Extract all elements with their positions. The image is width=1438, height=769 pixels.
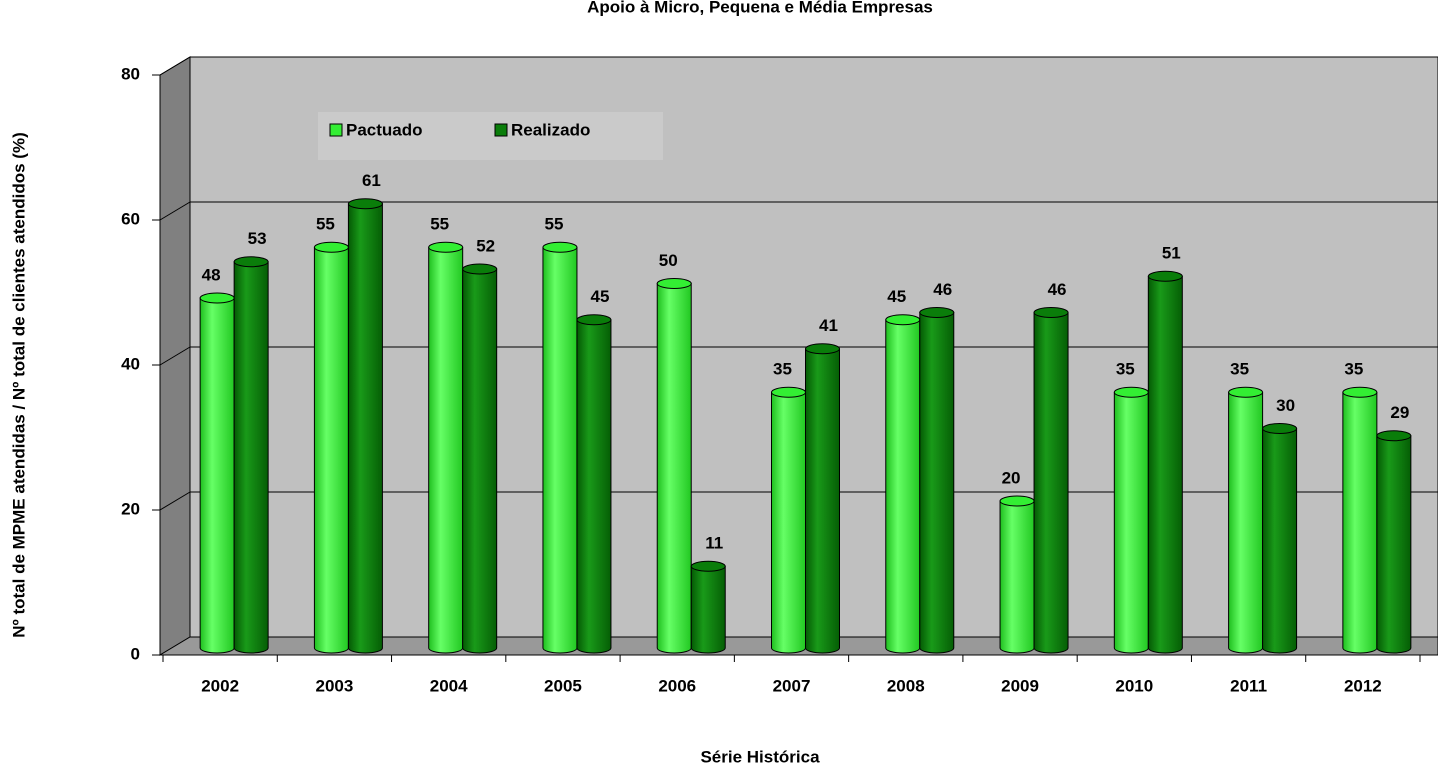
bar-cap [1113, 386, 1149, 398]
bar [347, 203, 383, 654]
data-label: 55 [316, 215, 335, 234]
x-tick-label: 2004 [430, 676, 468, 695]
bar [233, 261, 269, 654]
x-tick-label: 2009 [1001, 676, 1039, 695]
grid-line [159, 491, 191, 511]
bar-cap [233, 256, 269, 268]
bar-cap [771, 386, 806, 398]
data-label: 35 [773, 360, 792, 379]
data-label: 50 [659, 251, 678, 270]
data-label: 48 [202, 265, 221, 284]
bar-cap [1376, 430, 1412, 442]
bar-cap [542, 241, 578, 253]
data-label: 46 [933, 280, 952, 299]
bar [1147, 275, 1183, 654]
bar-cap [576, 314, 612, 326]
x-tick-label: 2005 [544, 676, 582, 695]
bar-cap [1033, 307, 1069, 318]
bar [576, 319, 612, 654]
y-axis-title: Nº total de MPME atendidas / Nº total de… [9, 132, 28, 637]
legend-label: Realizado [511, 120, 590, 139]
data-label: 35 [1344, 360, 1363, 379]
legend-swatch [494, 123, 508, 137]
chart-title: Apoio à Micro, Pequena e Média Empresas [587, 0, 933, 16]
bar-cap [1147, 270, 1183, 282]
bar-cap [347, 198, 383, 210]
x-tick-label: 2007 [773, 676, 811, 695]
y-tick-label: 40 [121, 354, 140, 373]
bar-cap [199, 292, 235, 304]
data-label: 45 [590, 287, 609, 306]
legend-box [318, 112, 663, 160]
data-label: 30 [1276, 396, 1295, 415]
bar [1262, 428, 1298, 654]
data-label: 55 [430, 215, 449, 234]
data-label: 45 [887, 287, 906, 306]
x-tick-label: 2008 [887, 676, 925, 695]
bar [199, 297, 235, 654]
bar-cap [462, 263, 498, 275]
bar-cap [428, 241, 464, 253]
grid-line [159, 201, 191, 221]
bar [805, 348, 840, 654]
bar [690, 565, 726, 654]
y-tick-label: 80 [121, 64, 140, 83]
y-tick-label: 0 [131, 644, 140, 663]
x-tick-label: 2002 [201, 676, 239, 695]
data-label: 51 [1162, 244, 1181, 263]
data-label: 11 [705, 534, 723, 553]
legend-swatch [329, 123, 343, 137]
y-tick-label: 60 [121, 209, 140, 228]
data-label: 52 [476, 236, 495, 255]
y-tick-label: 20 [121, 499, 140, 518]
bar [428, 246, 464, 654]
bar [1376, 435, 1412, 654]
bar [1033, 312, 1069, 654]
bar [1113, 391, 1149, 654]
x-tick-label: 2012 [1344, 676, 1382, 695]
data-label: 61 [362, 171, 381, 190]
bar [542, 246, 578, 654]
bar [919, 312, 955, 654]
bar-cap [1228, 386, 1264, 398]
data-label: 41 [819, 316, 838, 335]
bar [1342, 391, 1378, 654]
data-label: 29 [1390, 403, 1409, 422]
bar-cap [313, 241, 349, 253]
data-label: 55 [544, 215, 563, 234]
x-tick-label: 2003 [315, 676, 353, 695]
bar [1228, 391, 1264, 654]
bar [999, 500, 1035, 654]
x-tick-label: 2006 [658, 676, 696, 695]
data-label: 53 [248, 229, 267, 248]
legend-label: Pactuado [346, 120, 423, 139]
x-tick-label: 2010 [1115, 676, 1153, 695]
grid-line [159, 56, 191, 76]
bar [885, 319, 921, 654]
bar [656, 283, 692, 654]
bar-cap [805, 343, 840, 355]
bar-cap [656, 278, 692, 289]
bar-cap [1262, 423, 1298, 434]
bar-cap [885, 314, 921, 326]
grid-line [159, 346, 191, 366]
bar [462, 268, 498, 654]
data-label: 46 [1048, 280, 1067, 299]
data-label: 35 [1116, 360, 1135, 379]
data-label: 20 [1002, 468, 1021, 487]
bar [771, 391, 806, 654]
x-axis-title: Série Histórica [700, 747, 820, 766]
bar-cap [999, 495, 1035, 507]
bar-cap [919, 307, 955, 318]
data-label: 35 [1230, 360, 1249, 379]
bar-cap [690, 560, 726, 572]
x-tick-label: 2011 [1230, 676, 1267, 695]
bar [313, 246, 349, 654]
bar-cap [1342, 386, 1378, 398]
